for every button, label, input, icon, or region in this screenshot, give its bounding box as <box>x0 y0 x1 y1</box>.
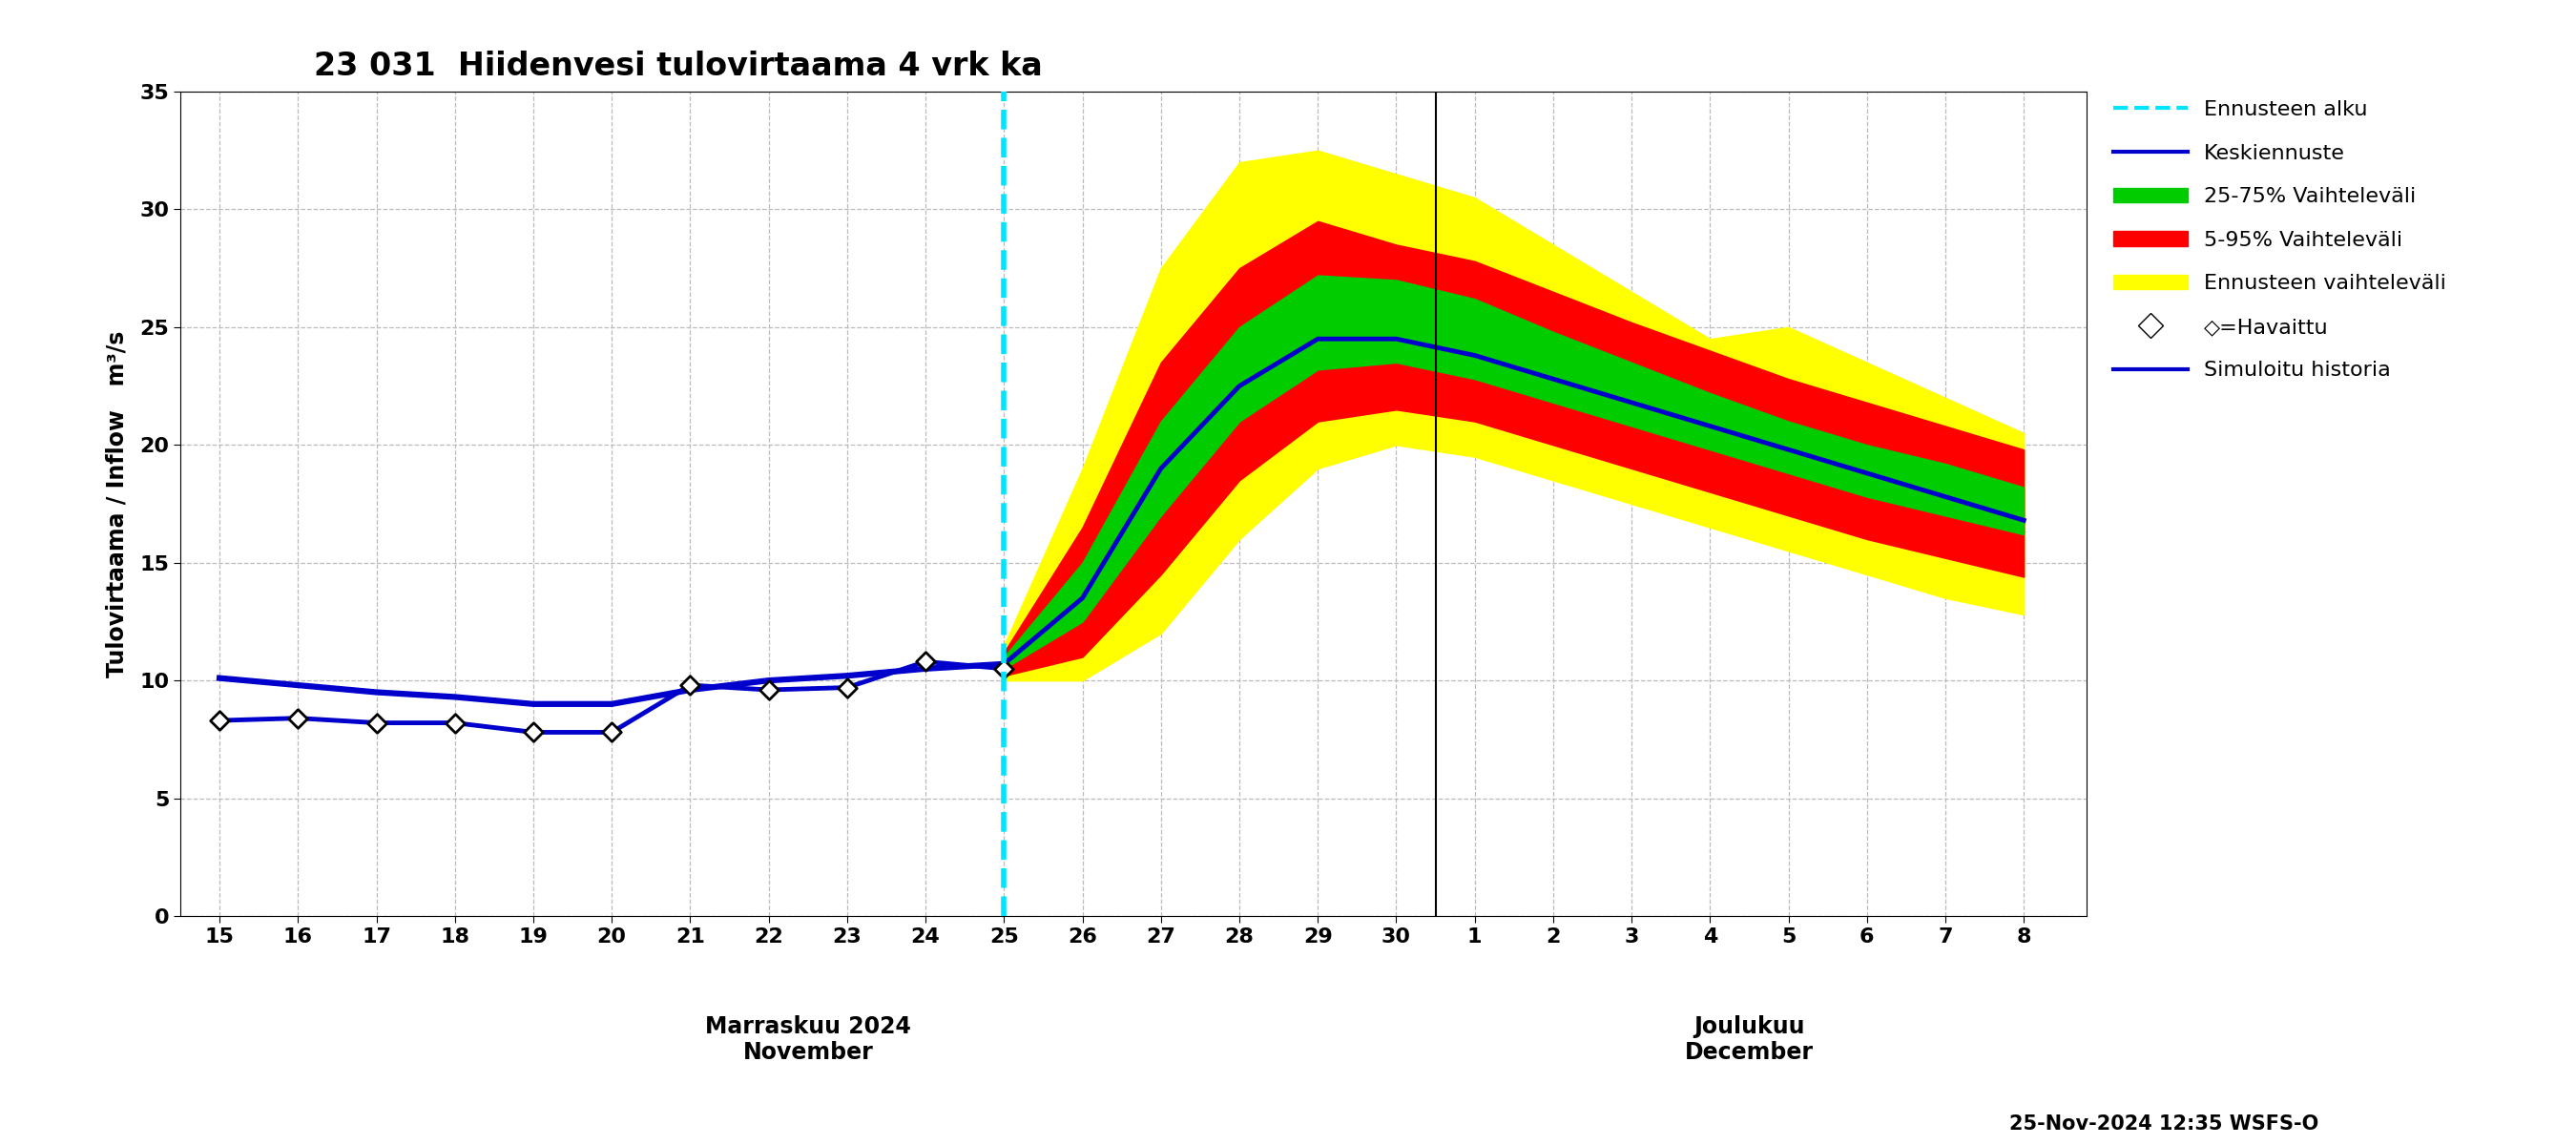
Point <box>198 711 240 729</box>
Point <box>590 724 631 742</box>
Point <box>984 660 1025 678</box>
Point <box>670 676 711 694</box>
Text: 25-Nov-2024 12:35 WSFS-O: 25-Nov-2024 12:35 WSFS-O <box>2009 1114 2318 1134</box>
Text: 23 031  Hiidenvesi tulovirtaama 4 vrk ka: 23 031 Hiidenvesi tulovirtaama 4 vrk ka <box>314 50 1043 82</box>
Point <box>513 724 554 742</box>
Point <box>747 681 788 700</box>
Text: Marraskuu 2024
November: Marraskuu 2024 November <box>706 1014 912 1065</box>
Point <box>278 709 319 727</box>
Point <box>435 713 477 732</box>
Point <box>355 713 397 732</box>
Y-axis label: Tulovirtaama / Inflow   m³/s: Tulovirtaama / Inflow m³/s <box>106 331 129 677</box>
Point <box>904 653 945 671</box>
Text: Joulukuu
December: Joulukuu December <box>1685 1014 1814 1065</box>
Legend: Ennusteen alku, Keskiennuste, 25-75% Vaihteleväli, 5-95% Vaihteleväli, Ennusteen: Ennusteen alku, Keskiennuste, 25-75% Vai… <box>2107 94 2452 387</box>
Point <box>827 678 868 696</box>
